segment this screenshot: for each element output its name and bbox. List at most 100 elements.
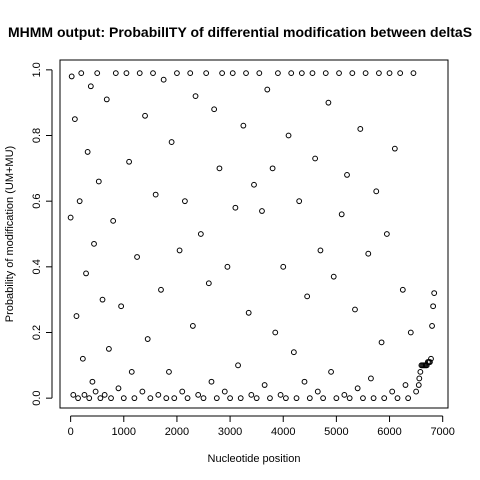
data-point bbox=[176, 247, 183, 254]
data-point bbox=[344, 172, 350, 178]
y-tick-label: 0.0 bbox=[31, 391, 43, 406]
data-point bbox=[237, 395, 244, 402]
data-point bbox=[338, 211, 345, 218]
data-point bbox=[430, 303, 437, 310]
data-point bbox=[341, 391, 348, 398]
data-point bbox=[227, 395, 233, 402]
data-point bbox=[328, 368, 334, 375]
y-tick-label: 0.2 bbox=[31, 325, 43, 340]
data-point bbox=[391, 145, 398, 152]
data-point bbox=[182, 198, 188, 205]
data-point bbox=[120, 395, 127, 402]
data-point bbox=[75, 395, 81, 402]
data-point bbox=[336, 70, 342, 77]
data-point bbox=[290, 349, 297, 356]
data-point bbox=[386, 70, 393, 77]
data-point bbox=[405, 395, 412, 402]
data-point bbox=[352, 306, 358, 313]
data-point bbox=[99, 296, 106, 303]
data-point bbox=[413, 388, 420, 395]
data-point bbox=[71, 116, 78, 122]
x-axis: 0 1000 2000 3000 4000 5000 6000 7000 bbox=[68, 415, 455, 438]
data-point bbox=[203, 70, 210, 77]
data-point bbox=[128, 368, 135, 375]
data-point bbox=[368, 375, 374, 382]
y-tick-label: 0.6 bbox=[31, 194, 43, 209]
data-point bbox=[70, 391, 77, 398]
data-point bbox=[333, 395, 340, 402]
data-point bbox=[219, 70, 226, 77]
data-point bbox=[200, 395, 207, 402]
data-point bbox=[184, 395, 191, 402]
data-point bbox=[163, 395, 170, 402]
data-point bbox=[285, 132, 292, 139]
data-point bbox=[415, 382, 422, 388]
data-point bbox=[166, 368, 172, 375]
data-point bbox=[306, 395, 313, 402]
data-point bbox=[394, 395, 401, 402]
data-point bbox=[383, 231, 390, 237]
data-point bbox=[397, 70, 404, 77]
data-point bbox=[304, 293, 311, 300]
data-point bbox=[301, 378, 308, 385]
y-tick-label: 0.4 bbox=[31, 259, 43, 274]
data-point bbox=[78, 70, 85, 77]
data-point bbox=[150, 70, 156, 77]
data-point bbox=[76, 198, 83, 205]
data-point bbox=[373, 188, 380, 195]
data-point bbox=[378, 339, 385, 346]
data-point bbox=[89, 378, 96, 385]
data-point bbox=[101, 391, 108, 398]
data-point bbox=[235, 362, 241, 369]
data-point bbox=[429, 323, 435, 329]
data-point bbox=[362, 70, 369, 77]
x-tick-label: 6000 bbox=[377, 426, 401, 438]
data-point bbox=[134, 254, 140, 260]
data-point bbox=[142, 112, 148, 119]
data-point bbox=[325, 99, 332, 106]
y-axis-label: Probability of modification (UM+MU) bbox=[4, 146, 16, 322]
data-point bbox=[240, 122, 247, 129]
data-point bbox=[280, 263, 287, 270]
data-point bbox=[360, 395, 366, 402]
y-tick-label: 0.8 bbox=[31, 128, 43, 143]
x-tick-label: 1000 bbox=[112, 426, 136, 438]
data-point bbox=[68, 73, 75, 80]
data-point bbox=[224, 263, 231, 270]
data-point bbox=[189, 323, 196, 329]
data-point bbox=[118, 303, 125, 310]
data-point bbox=[139, 388, 146, 395]
data-point bbox=[112, 70, 119, 77]
data-point bbox=[94, 70, 101, 77]
data-point bbox=[73, 313, 80, 319]
data-point bbox=[131, 395, 138, 402]
data-point bbox=[357, 126, 364, 132]
data-point bbox=[431, 290, 438, 296]
x-tick-label: 0 bbox=[68, 426, 74, 438]
data-point bbox=[243, 70, 249, 77]
data-point bbox=[168, 139, 175, 145]
data-point bbox=[402, 382, 409, 388]
x-tick-label: 2000 bbox=[165, 426, 189, 438]
data-point bbox=[354, 385, 361, 392]
data-point bbox=[103, 96, 110, 103]
plot-frame bbox=[59, 59, 449, 409]
data-point bbox=[296, 198, 303, 205]
data-point bbox=[86, 395, 93, 402]
data-point bbox=[115, 385, 122, 392]
data-point bbox=[174, 70, 180, 77]
data-point bbox=[416, 375, 423, 382]
data-point bbox=[389, 388, 396, 395]
data-point bbox=[282, 395, 289, 402]
data-point bbox=[259, 208, 265, 214]
data-point bbox=[152, 191, 159, 198]
data-point bbox=[110, 217, 117, 224]
data-point bbox=[428, 355, 434, 362]
data-point bbox=[221, 388, 228, 395]
data-point bbox=[232, 204, 239, 211]
data-point bbox=[317, 247, 324, 254]
data-point bbox=[381, 395, 388, 402]
data-point bbox=[314, 388, 321, 395]
data-point bbox=[97, 395, 104, 402]
